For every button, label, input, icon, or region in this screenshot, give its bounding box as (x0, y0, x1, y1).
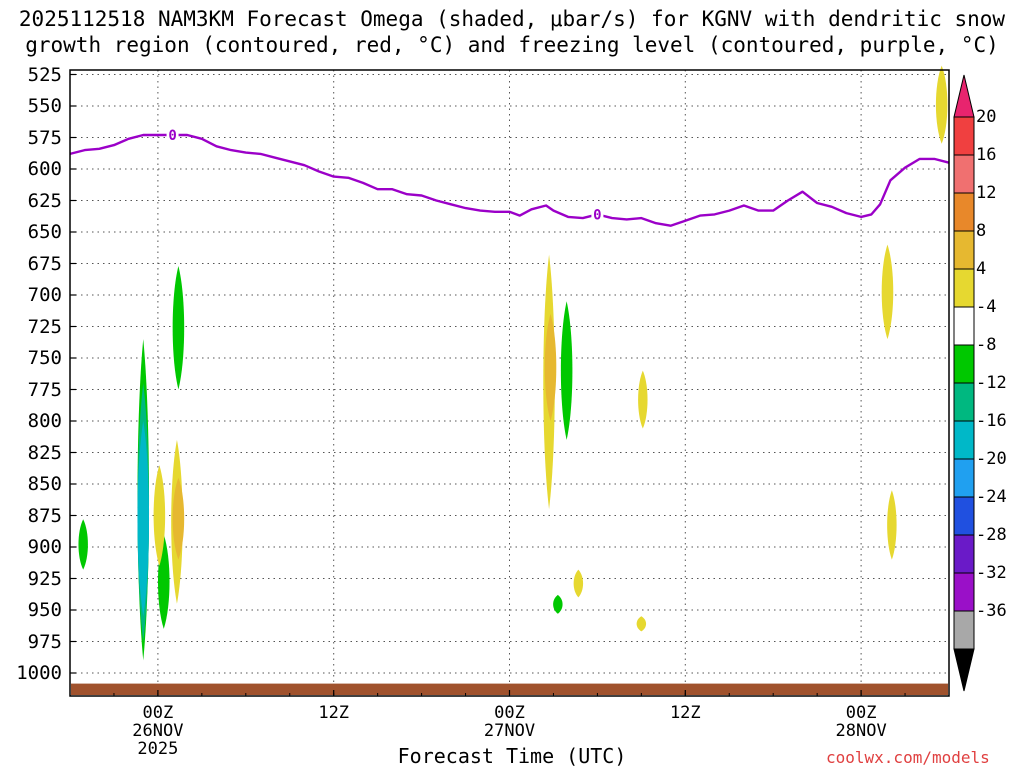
omega-cell (573, 569, 584, 598)
omega-shading (78, 65, 948, 661)
chart-title-line-2: growth region (contoured, red, °C) and f… (25, 33, 999, 57)
x-tick-label: 00Z (142, 703, 174, 723)
colorbar-segment (953, 306, 975, 346)
y-tick-label: 675 (27, 252, 62, 275)
y-tick-label: 825 (27, 441, 62, 464)
x-axis-title: Forecast Time (UTC) (397, 744, 627, 768)
x-tick-label: 28NOV (835, 721, 887, 741)
freezing-level-line (69, 133, 950, 227)
terrain-surface (71, 683, 948, 695)
y-tick-label: 775 (27, 378, 62, 401)
omega-cell (172, 266, 185, 390)
freezing-level-contour-label: 0 (168, 128, 176, 144)
omega-cell (881, 244, 894, 340)
y-tick-label: 875 (27, 504, 62, 527)
colorbar-label: -24 (976, 487, 1007, 507)
freezing-level-contour-label: 0 (593, 207, 601, 223)
colorbar-label: -28 (976, 525, 1007, 545)
x-tick-label: 2025 (137, 739, 179, 759)
colorbar-segment (953, 192, 975, 232)
colorbar-label: -8 (976, 335, 997, 355)
colorbar-segment (953, 116, 975, 156)
omega-cell (638, 370, 648, 429)
colorbar-label: -36 (976, 601, 1007, 621)
colorbar-label: 16 (976, 145, 997, 165)
colorbar-label: -16 (976, 411, 1007, 431)
x-tick-label: 26NOV (132, 721, 184, 741)
omega-cell (560, 301, 573, 440)
y-tick-label: 625 (27, 189, 62, 212)
colorbar-segment (953, 230, 975, 270)
y-tick-label: 1000 (16, 662, 62, 684)
y-tick-label: 975 (27, 630, 62, 653)
y-tick-label: 650 (27, 221, 62, 243)
y-tick-label: 950 (27, 599, 62, 621)
omega-cell (935, 65, 948, 144)
axis-ticks (69, 73, 950, 696)
x-tick-label: 00Z (845, 703, 877, 723)
colorbar-label: -20 (976, 449, 1007, 469)
colorbar-label: 4 (976, 259, 987, 279)
freezing-level-contour: 00 (69, 126, 950, 227)
omega-cell (553, 594, 563, 614)
x-tick-label: 27NOV (483, 721, 536, 741)
omega-cell (137, 421, 150, 617)
colorbar-segment (953, 610, 975, 650)
y-tick-label: 850 (27, 473, 62, 495)
colorbar-segment (953, 268, 975, 308)
chart-title-line-1: 2025112518 NAM3KM Forecast Omega (shaded… (18, 7, 1006, 31)
colorbar-segment (953, 420, 975, 460)
terrain-fill (71, 683, 948, 695)
grid-lines (70, 70, 949, 696)
colorbar-top-arrow (953, 74, 975, 118)
x-tick-label: 12Z (318, 703, 350, 723)
x-tick-label: 00Z (494, 703, 525, 723)
omega-cell (636, 616, 647, 632)
colorbar-label: 8 (976, 221, 987, 241)
y-tick-label: 800 (27, 410, 62, 432)
colorbar-label: -4 (976, 297, 997, 317)
y-tick-label: 550 (27, 95, 62, 117)
colorbar-segment (953, 382, 975, 422)
colorbar-label: -32 (976, 563, 1007, 583)
y-tick-label: 925 (27, 567, 62, 590)
colorbar (953, 74, 975, 692)
colorbar-segment (953, 154, 975, 194)
y-tick-label: 750 (27, 347, 62, 369)
contour-label-bg (166, 126, 179, 142)
y-tick-label: 525 (27, 63, 62, 86)
y-tick-label: 900 (27, 536, 62, 558)
omega-cell (153, 465, 166, 566)
y-tick-label: 575 (27, 126, 62, 149)
y-tick-label: 700 (27, 284, 62, 306)
colorbar-segment (953, 496, 975, 536)
colorbar-segment (953, 344, 975, 384)
colorbar-segment (953, 458, 975, 498)
colorbar-label: -12 (976, 373, 1007, 393)
omega-cell (544, 313, 557, 421)
x-tick-label: 12Z (669, 703, 701, 723)
colorbar-label: 20 (976, 107, 997, 127)
colorbar-segment (953, 534, 975, 574)
colorbar-label: 12 (976, 183, 997, 203)
omega-cell (172, 477, 185, 560)
colorbar-segment (953, 572, 975, 612)
credit-link[interactable]: coolwx.com/models (826, 748, 990, 767)
y-tick-label: 725 (27, 315, 62, 338)
omega-cell (887, 490, 897, 560)
y-tick-label: 600 (27, 158, 62, 180)
omega-cell (78, 519, 88, 570)
contour-label-bg (591, 206, 604, 222)
colorbar-bottom-arrow (953, 648, 975, 692)
